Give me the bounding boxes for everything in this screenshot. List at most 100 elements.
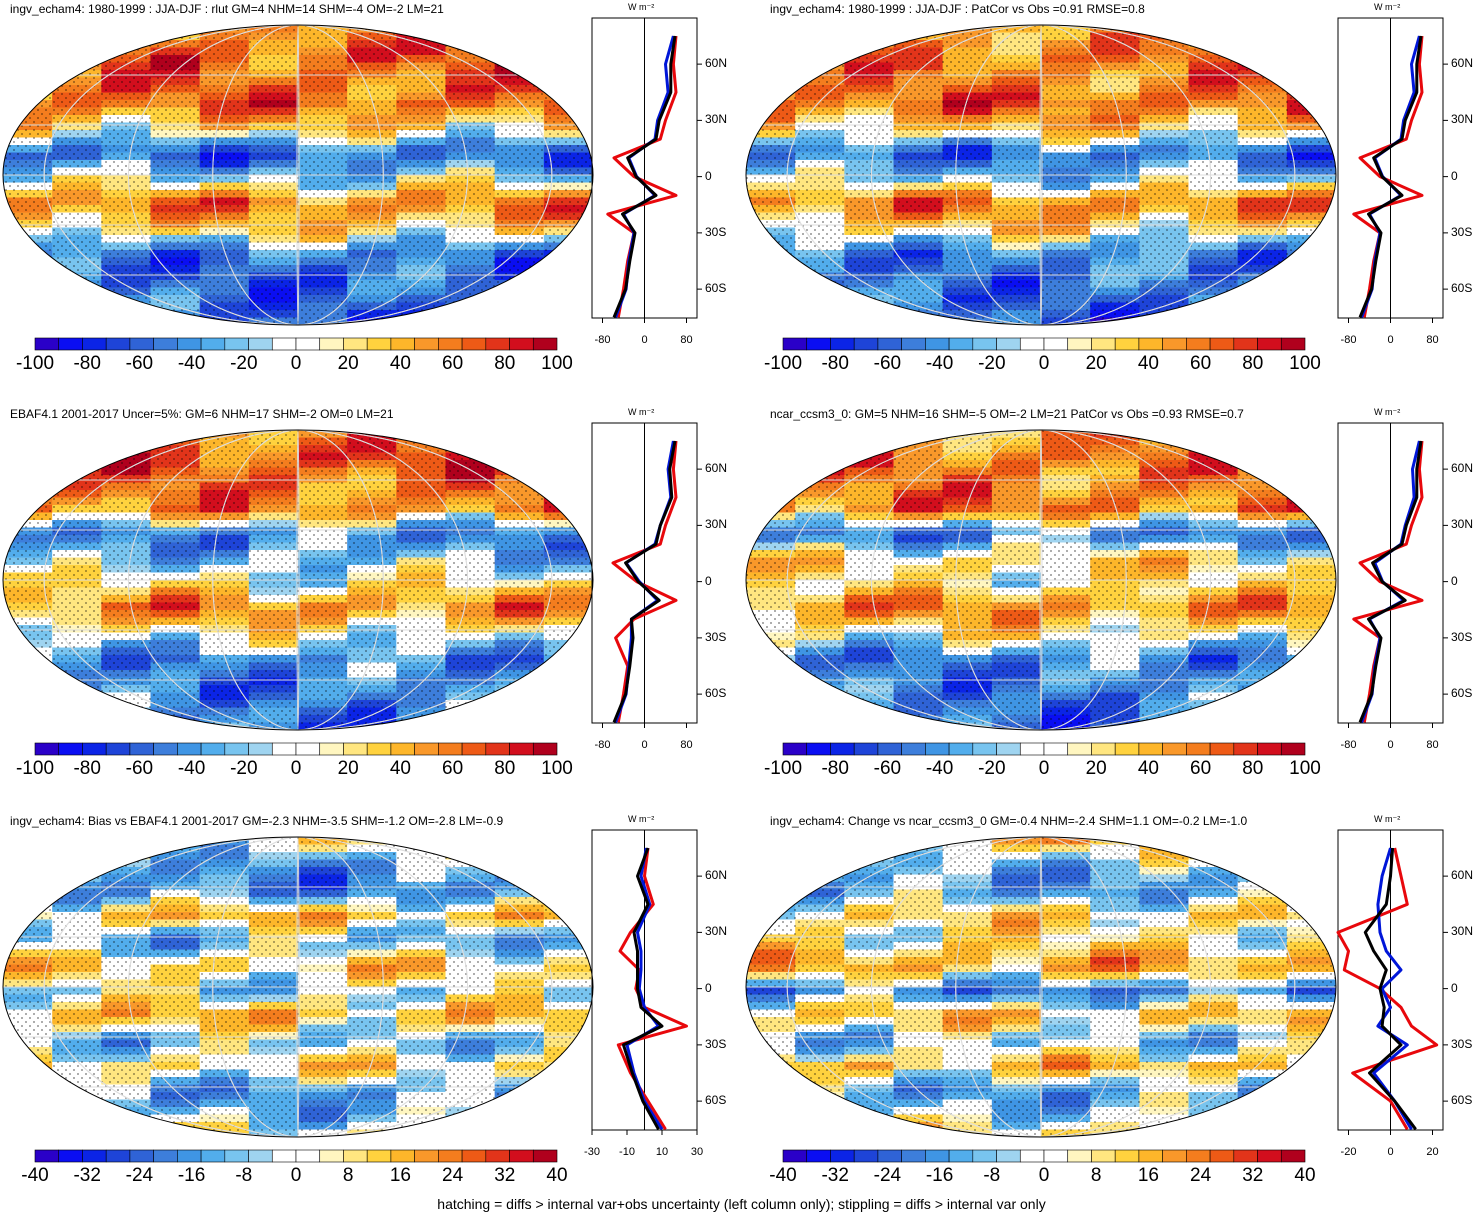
map-cell: [396, 1129, 447, 1137]
map-cell: [494, 295, 545, 304]
lat-tick-label: 60S: [1451, 686, 1473, 701]
map-cell: [101, 310, 152, 319]
map-cell: [3, 692, 54, 701]
map-cell: [3, 265, 54, 274]
map-cell: [746, 70, 797, 79]
colorbar-cell: [105, 337, 131, 351]
map-cell: [543, 837, 593, 846]
map-cell: [795, 452, 846, 461]
colorbar-cell: [461, 337, 487, 351]
profile-x-tick: 30: [690, 1146, 704, 1158]
map-cell: [396, 430, 447, 439]
map-cell: [52, 700, 103, 709]
map-cell: [3, 32, 54, 41]
map-cell: [543, 287, 593, 296]
map-cell: [445, 715, 496, 724]
colorbar-cell: [1019, 742, 1045, 756]
map-cell: [543, 445, 593, 454]
map-cell: [3, 1077, 54, 1086]
map-cell: [3, 62, 54, 71]
panel-1: ingv_echam4: 1980-1999 : JJA-DJF : rlut …: [0, 0, 740, 385]
map-cell: [3, 1129, 54, 1137]
map-cell: [52, 852, 103, 861]
map-cell: [844, 722, 895, 730]
map-cell: [543, 1099, 593, 1108]
map-cell: [543, 47, 593, 56]
map-cell: [1237, 452, 1288, 461]
map-cell: [746, 844, 797, 853]
lat-tick-label: 30N: [705, 517, 728, 532]
colorbar-cell: [1186, 1149, 1211, 1163]
map-outline: [745, 24, 1337, 326]
map-cell: [52, 867, 103, 876]
map-cell: [543, 265, 593, 274]
colorbar-label: -20: [230, 758, 258, 779]
colorbar-cell: [485, 1149, 510, 1163]
map-cell: [543, 670, 593, 679]
map-cell: [3, 882, 54, 891]
map-cell: [795, 302, 846, 311]
map-cell: [52, 32, 103, 41]
map-cell: [1237, 859, 1288, 868]
map-cell: [844, 707, 895, 716]
map-cell: [795, 715, 846, 724]
map-cell: [1237, 715, 1288, 724]
map-cell: [1286, 897, 1336, 906]
profile-reference-line: [1358, 440, 1423, 723]
map-cell: [1286, 1092, 1336, 1101]
colorbar-cell: [1257, 742, 1282, 756]
colorbar-cell: [295, 1149, 321, 1163]
colorbar-cell: [414, 337, 439, 351]
colorbar-cell: [925, 337, 950, 351]
map-cell: [746, 55, 797, 64]
map-cell: [543, 70, 593, 79]
map-cell: [494, 460, 545, 469]
map-cell: [396, 25, 447, 34]
colorbar-cell: [1257, 337, 1282, 351]
colorbar-cell: [853, 337, 879, 351]
colorbar-cell: [509, 337, 534, 351]
map-cell: [1286, 452, 1336, 461]
map-cell: [746, 437, 797, 446]
colorbar-cell: [1114, 337, 1140, 351]
map-cell: [3, 852, 54, 861]
panel-graphic: [2, 829, 702, 1163]
colorbar-cell: [366, 742, 392, 756]
map-cell: [844, 1114, 895, 1123]
colorbar-label: 100: [1289, 353, 1321, 374]
map-cell: [795, 317, 846, 325]
map-cell: [3, 482, 54, 491]
colorbar-label: 32: [494, 1165, 516, 1186]
graticule-line: [1039, 430, 1043, 730]
colorbar-cell: [830, 742, 855, 756]
colorbar-label: -40: [177, 758, 206, 779]
map-cell: [1286, 55, 1336, 64]
map-cell: [494, 302, 545, 311]
colorbar-cell: [1114, 742, 1140, 756]
map-cell: [494, 1114, 545, 1123]
map-cell: [543, 25, 593, 34]
map-cell: [1237, 445, 1288, 454]
map-cell: [746, 1107, 797, 1116]
profile-x-tick: 10: [655, 1146, 669, 1158]
map-cell: [52, 837, 103, 846]
colorbar-cell: [200, 337, 226, 351]
map-cell: [543, 475, 593, 484]
map-cell: [3, 889, 54, 898]
colorbar-cell: [509, 742, 534, 756]
graticule-line: [296, 837, 300, 1137]
map-title: EBAF4.1 2001-2017 Uncer=5%: GM=6 NHM=17 …: [10, 407, 394, 421]
map-cell: [893, 317, 944, 325]
map-cell: [52, 40, 103, 49]
map-cell: [795, 867, 846, 876]
lat-tick-label: 60N: [705, 461, 728, 476]
map-cell: [1286, 445, 1336, 454]
colorbar-label: 60: [442, 353, 464, 374]
profile-x-tick: 80: [680, 739, 693, 751]
map-cell: [396, 837, 447, 846]
map-cell: [1286, 295, 1336, 304]
map-cell: [3, 867, 54, 876]
colorbar-label: 16: [1137, 1165, 1159, 1186]
colorbar-label: 0: [290, 1165, 302, 1186]
map-cell: [3, 475, 54, 484]
